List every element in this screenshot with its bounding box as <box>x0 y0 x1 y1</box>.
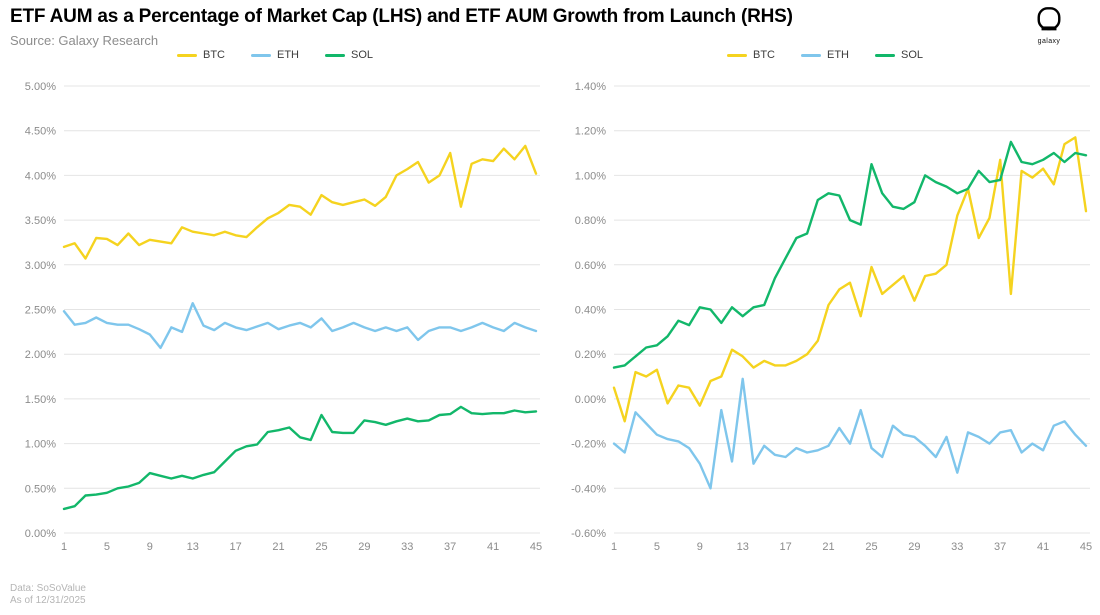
legend-label: ETH <box>826 49 849 61</box>
x-tick-label: 41 <box>1037 541 1049 553</box>
legend-label: SOL <box>900 49 923 61</box>
galaxy-logo: galaxy <box>1026 6 1072 45</box>
x-tick-label: 5 <box>104 541 110 553</box>
x-tick-label: 21 <box>272 541 284 553</box>
footer-as-of-date: As of 12/31/2025 <box>10 595 86 606</box>
y-tick-label: 1.40% <box>575 81 606 93</box>
footer: Data: SoSoValue As of 12/31/2025 <box>10 583 86 607</box>
line-chart-rhs: 1.40% 1.20% 1.00% 0.80% 0.60% 0.40% 0.20% 0.00%… <box>571 81 1092 553</box>
x-tick-label: 17 <box>780 541 792 553</box>
header: ETF AUM as a Percentage of Market Cap (L… <box>10 6 793 48</box>
legend-label: SOL <box>350 49 373 61</box>
series-line-btc <box>62 144 538 260</box>
series-line-sol <box>62 405 538 511</box>
x-tick-label: 1 <box>61 541 67 553</box>
legend-item-sol: SOL <box>874 49 923 61</box>
y-tick-label: 0.00% <box>575 394 606 406</box>
y-tick-label: -0.60% <box>571 528 606 540</box>
y-tick-label: 2.00% <box>25 349 56 361</box>
y-tick-label: -0.20% <box>571 439 606 451</box>
source-caption: Source: Galaxy Research <box>10 33 159 48</box>
x-tick-label: 41 <box>487 541 499 553</box>
x-tick-label: 17 <box>230 541 242 553</box>
legend-swatch-eth <box>250 53 271 57</box>
x-tick-label: 29 <box>358 541 370 553</box>
y-tick-label: 0.40% <box>575 305 606 317</box>
x-tick-label: 25 <box>865 541 877 553</box>
y-tick-label: 5.00% <box>25 81 56 93</box>
y-tick-label: -0.40% <box>571 483 606 495</box>
line-chart-lhs: 5.00% 4.50% 4.00% 3.50% 3.00% 2.50% 2.00% 1.50%… <box>25 81 542 553</box>
series-line-eth <box>62 301 538 350</box>
x-tick-label: 37 <box>444 541 456 553</box>
y-tick-label: 3.00% <box>25 260 56 272</box>
footer-data-source: Data: SoSoValue <box>10 583 86 594</box>
legend-swatch-btc <box>176 53 197 57</box>
x-tick-label: 5 <box>654 541 660 553</box>
y-tick-label: 0.60% <box>575 260 606 272</box>
legend-swatch-btc <box>726 53 747 57</box>
legend-item-eth: ETH <box>250 49 299 61</box>
x-tick-label: 33 <box>951 541 963 553</box>
x-tick-label: 45 <box>1080 541 1092 553</box>
x-tick-label: 25 <box>315 541 327 553</box>
y-tick-label: 4.00% <box>25 170 56 182</box>
legend-label: BTC <box>752 49 775 61</box>
y-tick-label: 2.50% <box>25 305 56 317</box>
page-title: ETF AUM as a Percentage of Market Cap (L… <box>10 6 793 27</box>
x-tick-label: 9 <box>697 541 703 553</box>
chart-legend: BTC ETH SOL <box>550 46 1100 64</box>
legend-swatch-sol <box>874 53 895 57</box>
series-line-sol <box>612 140 1088 369</box>
x-tick-label: 45 <box>530 541 542 553</box>
x-tick-label: 1 <box>611 541 617 553</box>
series-line-eth <box>612 377 1088 490</box>
y-tick-label: 0.20% <box>575 349 606 361</box>
y-tick-label: 0.00% <box>25 528 56 540</box>
charts-container: BTC ETH SOL 5.00% 4.50% 4.00% 3.50% 3.00% 2.50%… <box>0 46 1100 564</box>
legend-item-sol: SOL <box>324 49 373 61</box>
x-tick-label: 9 <box>147 541 153 553</box>
legend-item-btc: BTC <box>726 49 775 61</box>
x-tick-label: 37 <box>994 541 1006 553</box>
series-line-btc <box>612 136 1088 423</box>
legend-swatch-eth <box>800 53 821 57</box>
x-tick-label: 21 <box>822 541 834 553</box>
x-tick-label: 13 <box>737 541 749 553</box>
y-tick-label: 3.50% <box>25 215 56 227</box>
chart-lhs-aum-pct-market-cap: BTC ETH SOL 5.00% 4.50% 4.00% 3.50% 3.00% 2.50%… <box>0 46 550 564</box>
chart-legend: BTC ETH SOL <box>0 46 550 64</box>
chart-rhs-aum-growth: BTC ETH SOL 1.40% 1.20% 1.00% 0.80% 0.60% 0.40%… <box>550 46 1100 564</box>
x-tick-label: 13 <box>187 541 199 553</box>
x-tick-label: 29 <box>908 541 920 553</box>
y-tick-label: 1.50% <box>25 394 56 406</box>
y-tick-label: 0.50% <box>25 483 56 495</box>
legend-item-btc: BTC <box>176 49 225 61</box>
y-tick-label: 1.00% <box>575 170 606 182</box>
legend-swatch-sol <box>324 53 345 57</box>
legend-label: ETH <box>276 49 299 61</box>
galaxy-logo-label: galaxy <box>1037 38 1061 45</box>
legend-item-eth: ETH <box>800 49 849 61</box>
y-tick-label: 1.00% <box>25 439 56 451</box>
y-tick-label: 4.50% <box>25 126 56 138</box>
y-tick-label: 0.80% <box>575 215 606 227</box>
legend-label: BTC <box>202 49 225 61</box>
galaxy-helmet-icon <box>1037 7 1061 31</box>
y-tick-label: 1.20% <box>575 126 606 138</box>
x-tick-label: 33 <box>401 541 413 553</box>
